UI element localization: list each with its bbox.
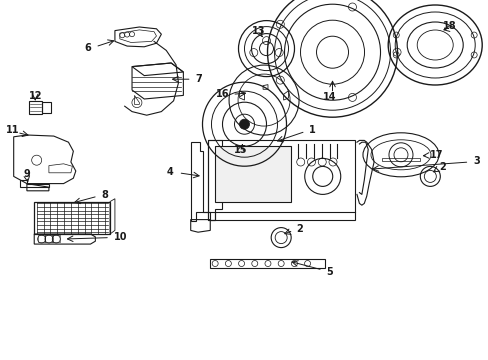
Bar [52,235,60,242]
Bar [41,102,51,113]
Text: 10: 10 [114,232,127,242]
Bar [215,146,290,202]
Text: 15: 15 [233,145,247,156]
Bar [38,235,45,242]
Text: 5: 5 [326,267,333,277]
Text: 11: 11 [5,125,19,135]
Text: 16: 16 [216,89,229,99]
Bar [210,259,325,268]
Text: 4: 4 [166,167,173,177]
Text: 14: 14 [323,92,336,102]
Text: 18: 18 [442,21,456,31]
Text: 3: 3 [472,156,479,166]
Text: 9: 9 [23,168,30,179]
Text: 17: 17 [429,150,443,160]
Bar [29,101,41,114]
Text: 6: 6 [84,43,91,53]
Bar [207,140,354,220]
Text: 7: 7 [195,74,202,84]
Text: 8: 8 [101,190,108,200]
Text: 12: 12 [28,91,42,102]
Text: 13: 13 [251,26,264,36]
Bar [45,235,53,242]
Bar [34,202,110,234]
Text: 2: 2 [295,224,302,234]
Circle shape [239,119,249,129]
Text: 1: 1 [308,125,315,135]
Text: 2: 2 [438,162,445,172]
